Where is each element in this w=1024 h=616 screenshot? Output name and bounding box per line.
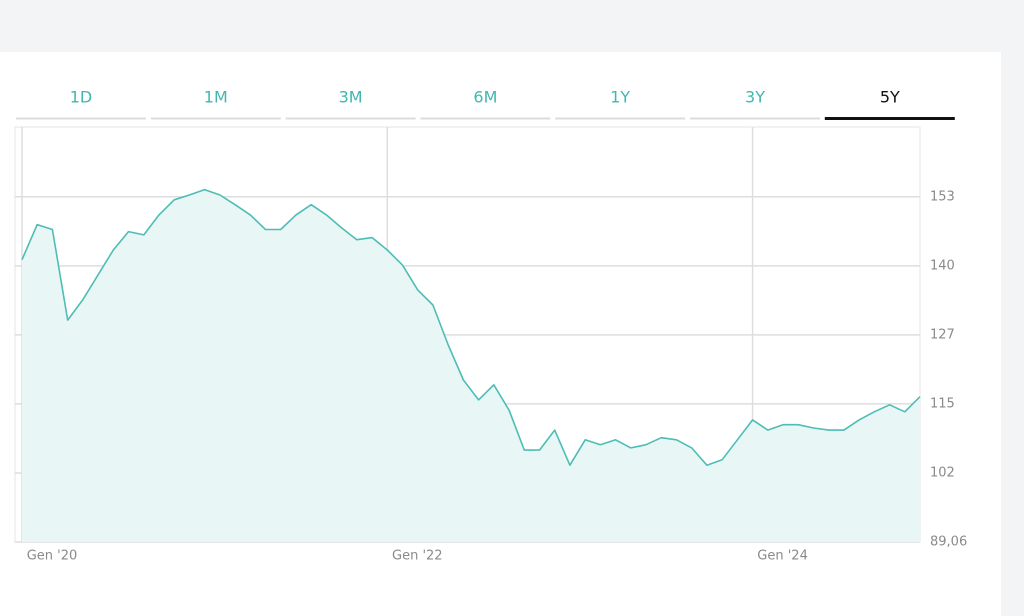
- tab-underline[interactable]: [824, 117, 955, 120]
- tab-label[interactable]: 3M: [339, 88, 363, 107]
- x-tick-label: Gen '22: [392, 549, 443, 564]
- y-tick-label: 127: [930, 327, 955, 342]
- tab-underline[interactable]: [285, 117, 416, 120]
- y-tick-label: 140: [930, 258, 955, 273]
- tab-label[interactable]: 1Y: [610, 88, 630, 107]
- tab-label[interactable]: 1D: [70, 88, 93, 107]
- area: [22, 189, 920, 542]
- tab-underline[interactable]: [555, 117, 686, 120]
- tab-label[interactable]: 3Y: [745, 88, 765, 107]
- tab-underline[interactable]: [150, 117, 281, 120]
- tab-label[interactable]: 1M: [204, 88, 228, 107]
- tab-label[interactable]: 5Y: [880, 88, 900, 107]
- tab-underline[interactable]: [16, 117, 146, 120]
- x-tick-label: Gen '24: [757, 549, 808, 564]
- tab-underline[interactable]: [420, 117, 551, 120]
- x-tick-label: Gen '20: [27, 549, 78, 564]
- y-tick-label: 153: [930, 189, 955, 204]
- tab-underline[interactable]: [690, 117, 820, 120]
- y-tick-label: 89,06: [930, 535, 967, 550]
- y-tick-label: 102: [930, 465, 955, 480]
- line: [21, 188, 921, 466]
- y-tick-label: 115: [930, 396, 955, 411]
- tab-label[interactable]: 6M: [473, 88, 497, 107]
